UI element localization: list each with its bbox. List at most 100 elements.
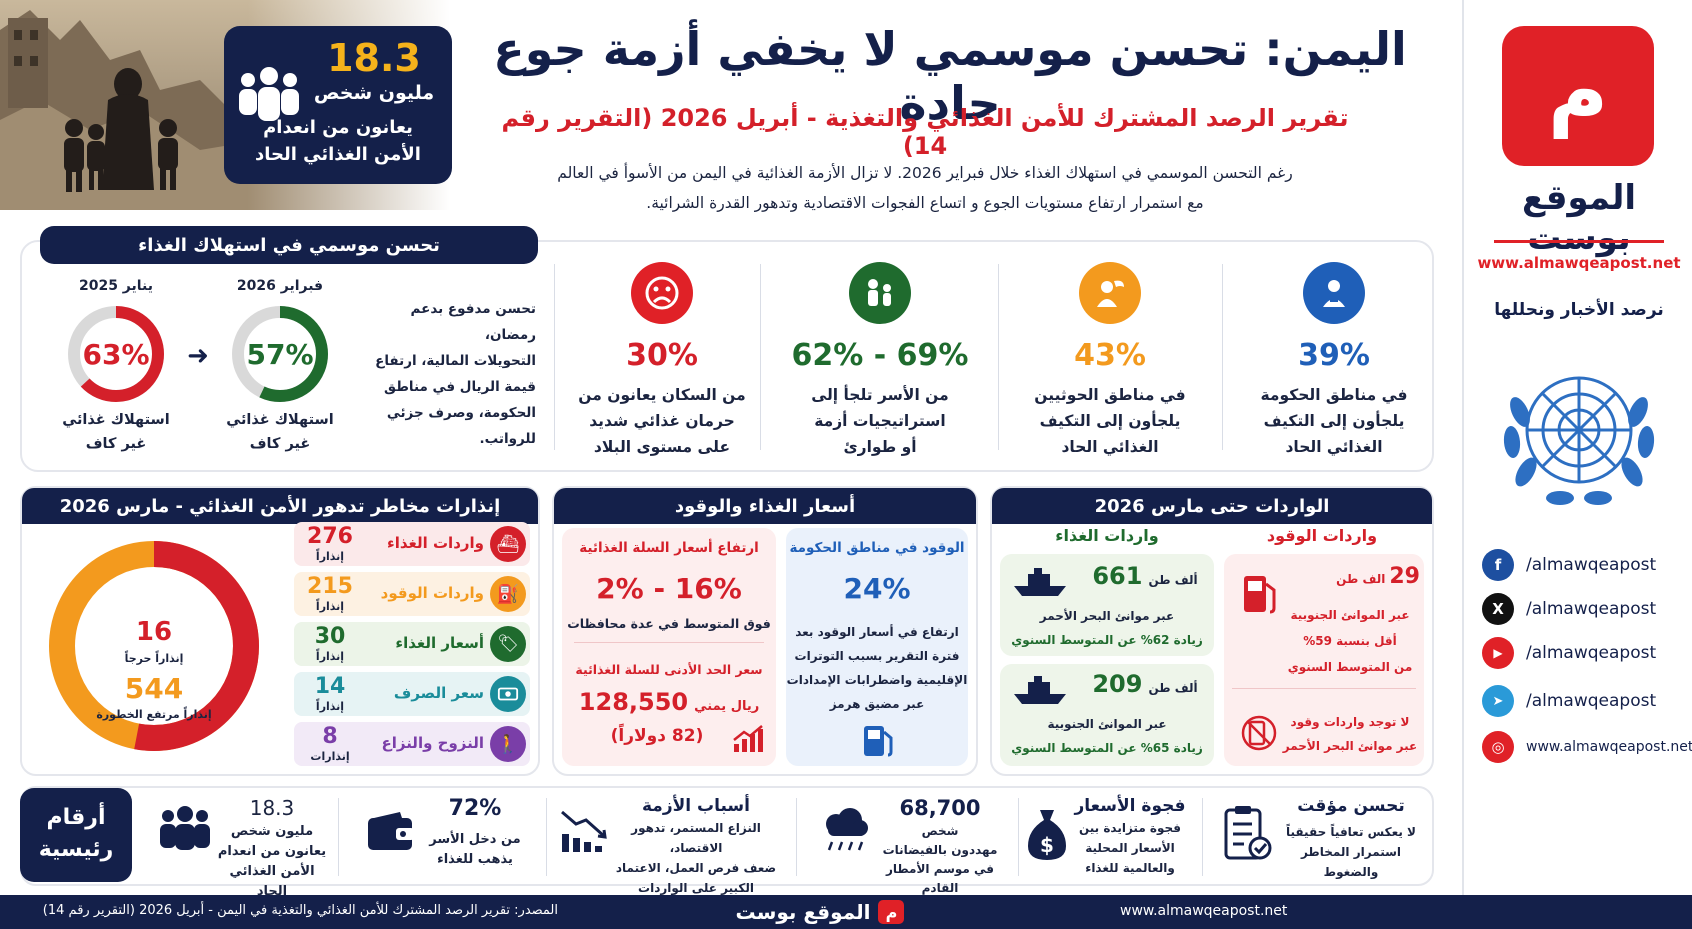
warnings-donut: 16 إنذاراً حرجاً 544 إنذاراً مرتفع الخطو… [49,541,259,751]
food1-amount: ألف طن 661 [1080,562,1210,590]
jan-caption: غير كاف [86,436,147,452]
warning-label: واردات الوقود [380,584,484,602]
critical-label: إنذاراً حرجاً [125,650,184,665]
footer-source: المصدر: تقرير الرصد المشترك للأمن الغذائ… [42,903,558,918]
key-line: الأسعار المحلية [1085,841,1175,855]
brand-divider [1494,240,1664,243]
social-website[interactable]: ◎ www.almawqeapost.net [1482,730,1692,764]
stat-value: 62% - 69% [791,338,969,373]
key-heading: أسباب الأزمة [642,796,750,816]
social-x[interactable]: X /almawqeapost [1482,592,1686,626]
key-value: 68,700 [899,796,981,820]
food1-text: عبر موانئ البحر الأحمر زيادة 62% عن المت… [1000,604,1214,652]
jan-ring-fill [68,306,164,402]
divider [1202,798,1203,876]
hero-description: يعانون من انعدام الأمن الغذائي الحاد [224,114,452,168]
facebook-icon: f [1482,549,1514,581]
key-line: ضعف فرص العمل، الاعتماد [615,861,777,875]
stat-line: حرمان غذائي شديد [589,412,735,430]
banknote-icon [490,676,526,712]
no-fuel-icon [1240,714,1278,752]
page-subtitle: تقرير الرصد المشترك للأمن الغذائي والتغذ… [501,104,1349,160]
key-line: شخص [921,824,959,838]
key-line: مهددون بالفيضانات [882,843,998,857]
x-icon: X [1482,593,1514,625]
key-line: يعانون من انعدام [217,844,327,859]
telegram-icon: ➤ [1482,685,1514,717]
imports-header: الواردات حتى مارس 2026 [992,488,1432,524]
un-emblem-icon [1503,376,1655,505]
stat-line: من الأسر تلجأ إلى [811,386,949,404]
stat-line: يلجأون إلى التكيف [1263,412,1405,430]
note-line: التحويلات المالية، ارتفاع [375,353,536,369]
social-facebook[interactable]: f /almawqeapost [1482,548,1686,582]
key-line: يذهب للغذاء [437,852,513,867]
consumption-rings: فبراير 2026 يناير 2025 57% 63% ➜ استهلاك… [62,278,333,452]
basket-value: 2% - 16% [596,572,742,605]
key-line: النزاع المستمر، تدهور الاقتصاد، [631,821,761,855]
fuel-imports-amount: 29 الف طن [1324,564,1420,589]
note-line: للرواتب. [479,431,537,447]
key-figures-label: أرقام رئيسية [20,788,132,882]
stat-value: 39% [1298,338,1370,373]
key-text: شخص مهددون بالفيضانات في موسم الأمطار ال… [870,822,1010,898]
fuel-price-line: عبر مضيق هرمز [829,697,925,711]
warning-row: 215 إنذاراً واردات الوقود ⛽ [294,572,530,616]
divider [760,264,761,450]
logo-letter: م [1547,44,1609,139]
stat-government-areas: 39% في مناطق الحكومة يلجأون إلى التكيف ا… [1228,262,1440,462]
social-handle: /almawqeapost [1526,555,1657,575]
food-price-panel: ارتفاع أسعار السلة الغذائية 2% - 16% فوق… [562,528,776,766]
fuel-price-line: الإقليمية واضطرابات الإمدادات [786,673,968,687]
divider [574,642,764,643]
jan-label: يناير 2025 [79,278,153,294]
footer-brand[interactable]: م الموقع بوست [730,898,910,926]
intro-line: مع استمرار ارتفاع مستويات الجوع و اتساع … [646,194,1204,212]
hero-stat-card: 18.3 مليون شخص يعانون من انعدام الأمن ال… [224,26,452,184]
note-line: تحسن مدفوع بدعم رمضان، [410,301,536,343]
food1-unit: ألف طن [1148,573,1198,587]
brand-name: الموقع بوست [1521,178,1637,258]
warning-unit: إنذاراً [315,650,345,663]
family-icon [849,262,911,324]
warning-row: 276 إنذاراً واردات الغذاء ⛴ [294,522,530,566]
key-line: من دخل الأسر [429,832,521,847]
intro-line: رغم التحسن الموسمي في استهلاك الغذاء خلا… [557,164,1293,182]
fuel-imports-panel: 29 الف طن عبر الموانئ الجنوبية أقل بنسبة… [1224,554,1424,766]
fuel-price-panel: الوقود في مناطق الحكومة 24% ارتفاع في أس… [786,528,968,766]
warning-value: 276 [307,524,353,549]
stat-description: في مناطق الحوثيين يلجأون إلى التكيف الغذ… [1004,382,1216,460]
brand-logo[interactable]: م [1502,26,1654,166]
key-item-people: 18.3 مليون شخص يعانون من انعدام الأمن ال… [150,796,330,899]
key-heading: تحسن مؤقت [1297,796,1405,816]
warning-row: 14 إنذاراً سعر الصرف [294,672,530,716]
social-handle: /almawqeapost [1526,643,1657,663]
fuel-imports-header: واردات الوقود [1266,526,1378,545]
key-line: في موسم الأمطار القادم [885,862,995,895]
social-telegram[interactable]: ➤ /almawqeapost [1482,684,1686,718]
divider [1232,688,1416,689]
stat-line: في مناطق الحكومة [1260,386,1408,404]
stat-value: 30% [626,338,698,373]
stat-severe-deprivation: 30% من السكان يعانون من حرمان غذائي شديد… [556,262,768,462]
footer-url-link[interactable]: www.almawqeapost.net [1120,903,1288,919]
brand-sidebar: م الموقع بوست www.almawqeapost.net نرصد … [1462,0,1692,895]
key-value: 72% [448,796,502,821]
stat-description: في مناطق الحكومة يلجأون إلى التكيف الغذا… [1228,382,1440,460]
critical-value: 16 [136,617,172,647]
stat-line: في مناطق الحوثيين [1034,386,1186,404]
arrow-right-icon: ➜ [187,341,209,371]
food2-line: عبر الموانئ الجنوبية [1047,717,1167,731]
fuel-imports-unit: الف طن [1336,572,1386,586]
globe-icon: ◎ [1482,731,1514,763]
warning-value: 8 [322,724,338,749]
brand-url-link[interactable]: www.almawqeapost.net [1477,254,1681,272]
page-title: اليمن: تحسن موسمي لا يخفي أزمة جوع حادة [493,22,1407,130]
walking-person-icon: 🚶 [490,726,526,762]
crowd-icon [234,62,304,132]
hero-value: 18.3 [327,36,421,80]
fuel-price-title: الوقود في مناطق الحكومة [789,540,965,556]
key-line: لا يعكس تعافياً حقيقياً [1286,825,1416,839]
social-youtube[interactable]: ▶ /almawqeapost [1482,636,1686,670]
divider [554,264,555,450]
